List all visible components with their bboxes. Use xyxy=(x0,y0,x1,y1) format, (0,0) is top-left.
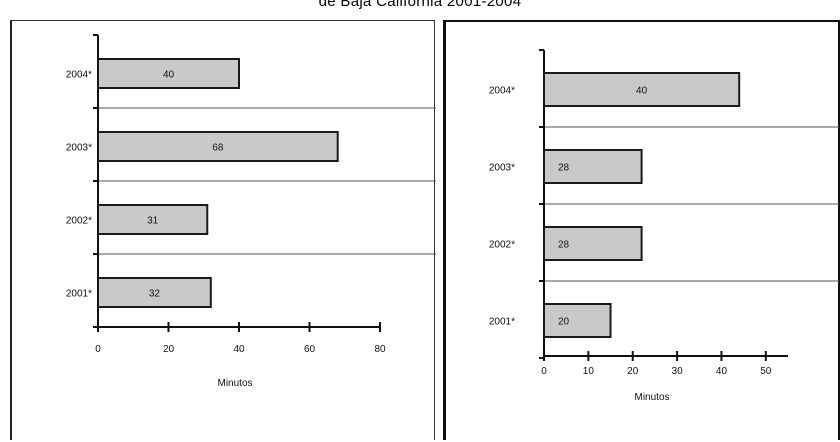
category-label: 2004* xyxy=(489,86,515,97)
chart-panel-left: 40 2004* 68 2003* 31 2002* 32 2001* 0 20 40 60 80 Min… xyxy=(10,20,436,440)
data-label: 32 xyxy=(149,289,161,300)
chart-right-plot: 40 2004* 28 2003* 28 2002* 20 2001* 0 10 20 30 40 50 M… xyxy=(489,49,839,403)
chart-left-plot: 40 2004* 68 2003* 31 2002* 32 2001* 0 20 40 60 80 Min… xyxy=(66,34,436,389)
x-tick-label: 20 xyxy=(163,344,175,355)
x-tick-label: 10 xyxy=(583,366,595,377)
x-tick-label: 40 xyxy=(716,366,728,377)
data-label: 40 xyxy=(636,86,648,97)
category-label: 2003* xyxy=(66,143,92,154)
bar-2001 xyxy=(543,303,612,338)
data-label: 40 xyxy=(163,70,175,81)
chart-panel-right: 40 2004* 28 2003* 28 2002* 20 2001* 0 10 20 30 40 50 M… xyxy=(443,20,840,440)
category-label: 2004* xyxy=(66,70,92,81)
chart-right: 40 2004* 28 2003* 28 2002* 20 2001* 0 10 20 30 40 50 M… xyxy=(489,49,839,403)
bar-2002 xyxy=(543,226,643,261)
x-axis-title: Minutos xyxy=(217,378,252,389)
bar-2001 xyxy=(97,277,212,308)
data-label: 28 xyxy=(558,163,570,174)
chart-left: 40 2004* 68 2003* 31 2002* 32 2001* 0 20 40 60 80 Min… xyxy=(66,34,436,389)
x-tick-label: 30 xyxy=(672,366,684,377)
category-label: 2001* xyxy=(489,317,515,328)
category-label: 2001* xyxy=(66,289,92,300)
bar-2004 xyxy=(97,58,240,89)
category-label: 2003* xyxy=(489,163,515,174)
data-label: 31 xyxy=(147,216,159,227)
category-label: 2002* xyxy=(66,216,92,227)
bar-2004 xyxy=(543,72,741,107)
bar-2002 xyxy=(97,204,209,235)
x-tick-label: 0 xyxy=(95,344,101,355)
x-tick-label: 20 xyxy=(627,366,639,377)
bar-2003 xyxy=(97,131,339,162)
x-tick-label: 60 xyxy=(304,344,316,355)
x-tick-label: 50 xyxy=(760,366,772,377)
page-title: de Baja California 2001-2004 xyxy=(318,0,522,10)
x-axis-title: Minutos xyxy=(634,392,669,403)
data-label: 68 xyxy=(212,143,224,154)
x-tick-label: 40 xyxy=(233,344,245,355)
category-label: 2002* xyxy=(489,240,515,251)
data-label: 28 xyxy=(558,240,570,251)
x-tick-label: 0 xyxy=(541,366,547,377)
x-tick-label: 80 xyxy=(374,344,386,355)
bar-2003 xyxy=(543,149,643,184)
data-label: 20 xyxy=(558,317,570,328)
